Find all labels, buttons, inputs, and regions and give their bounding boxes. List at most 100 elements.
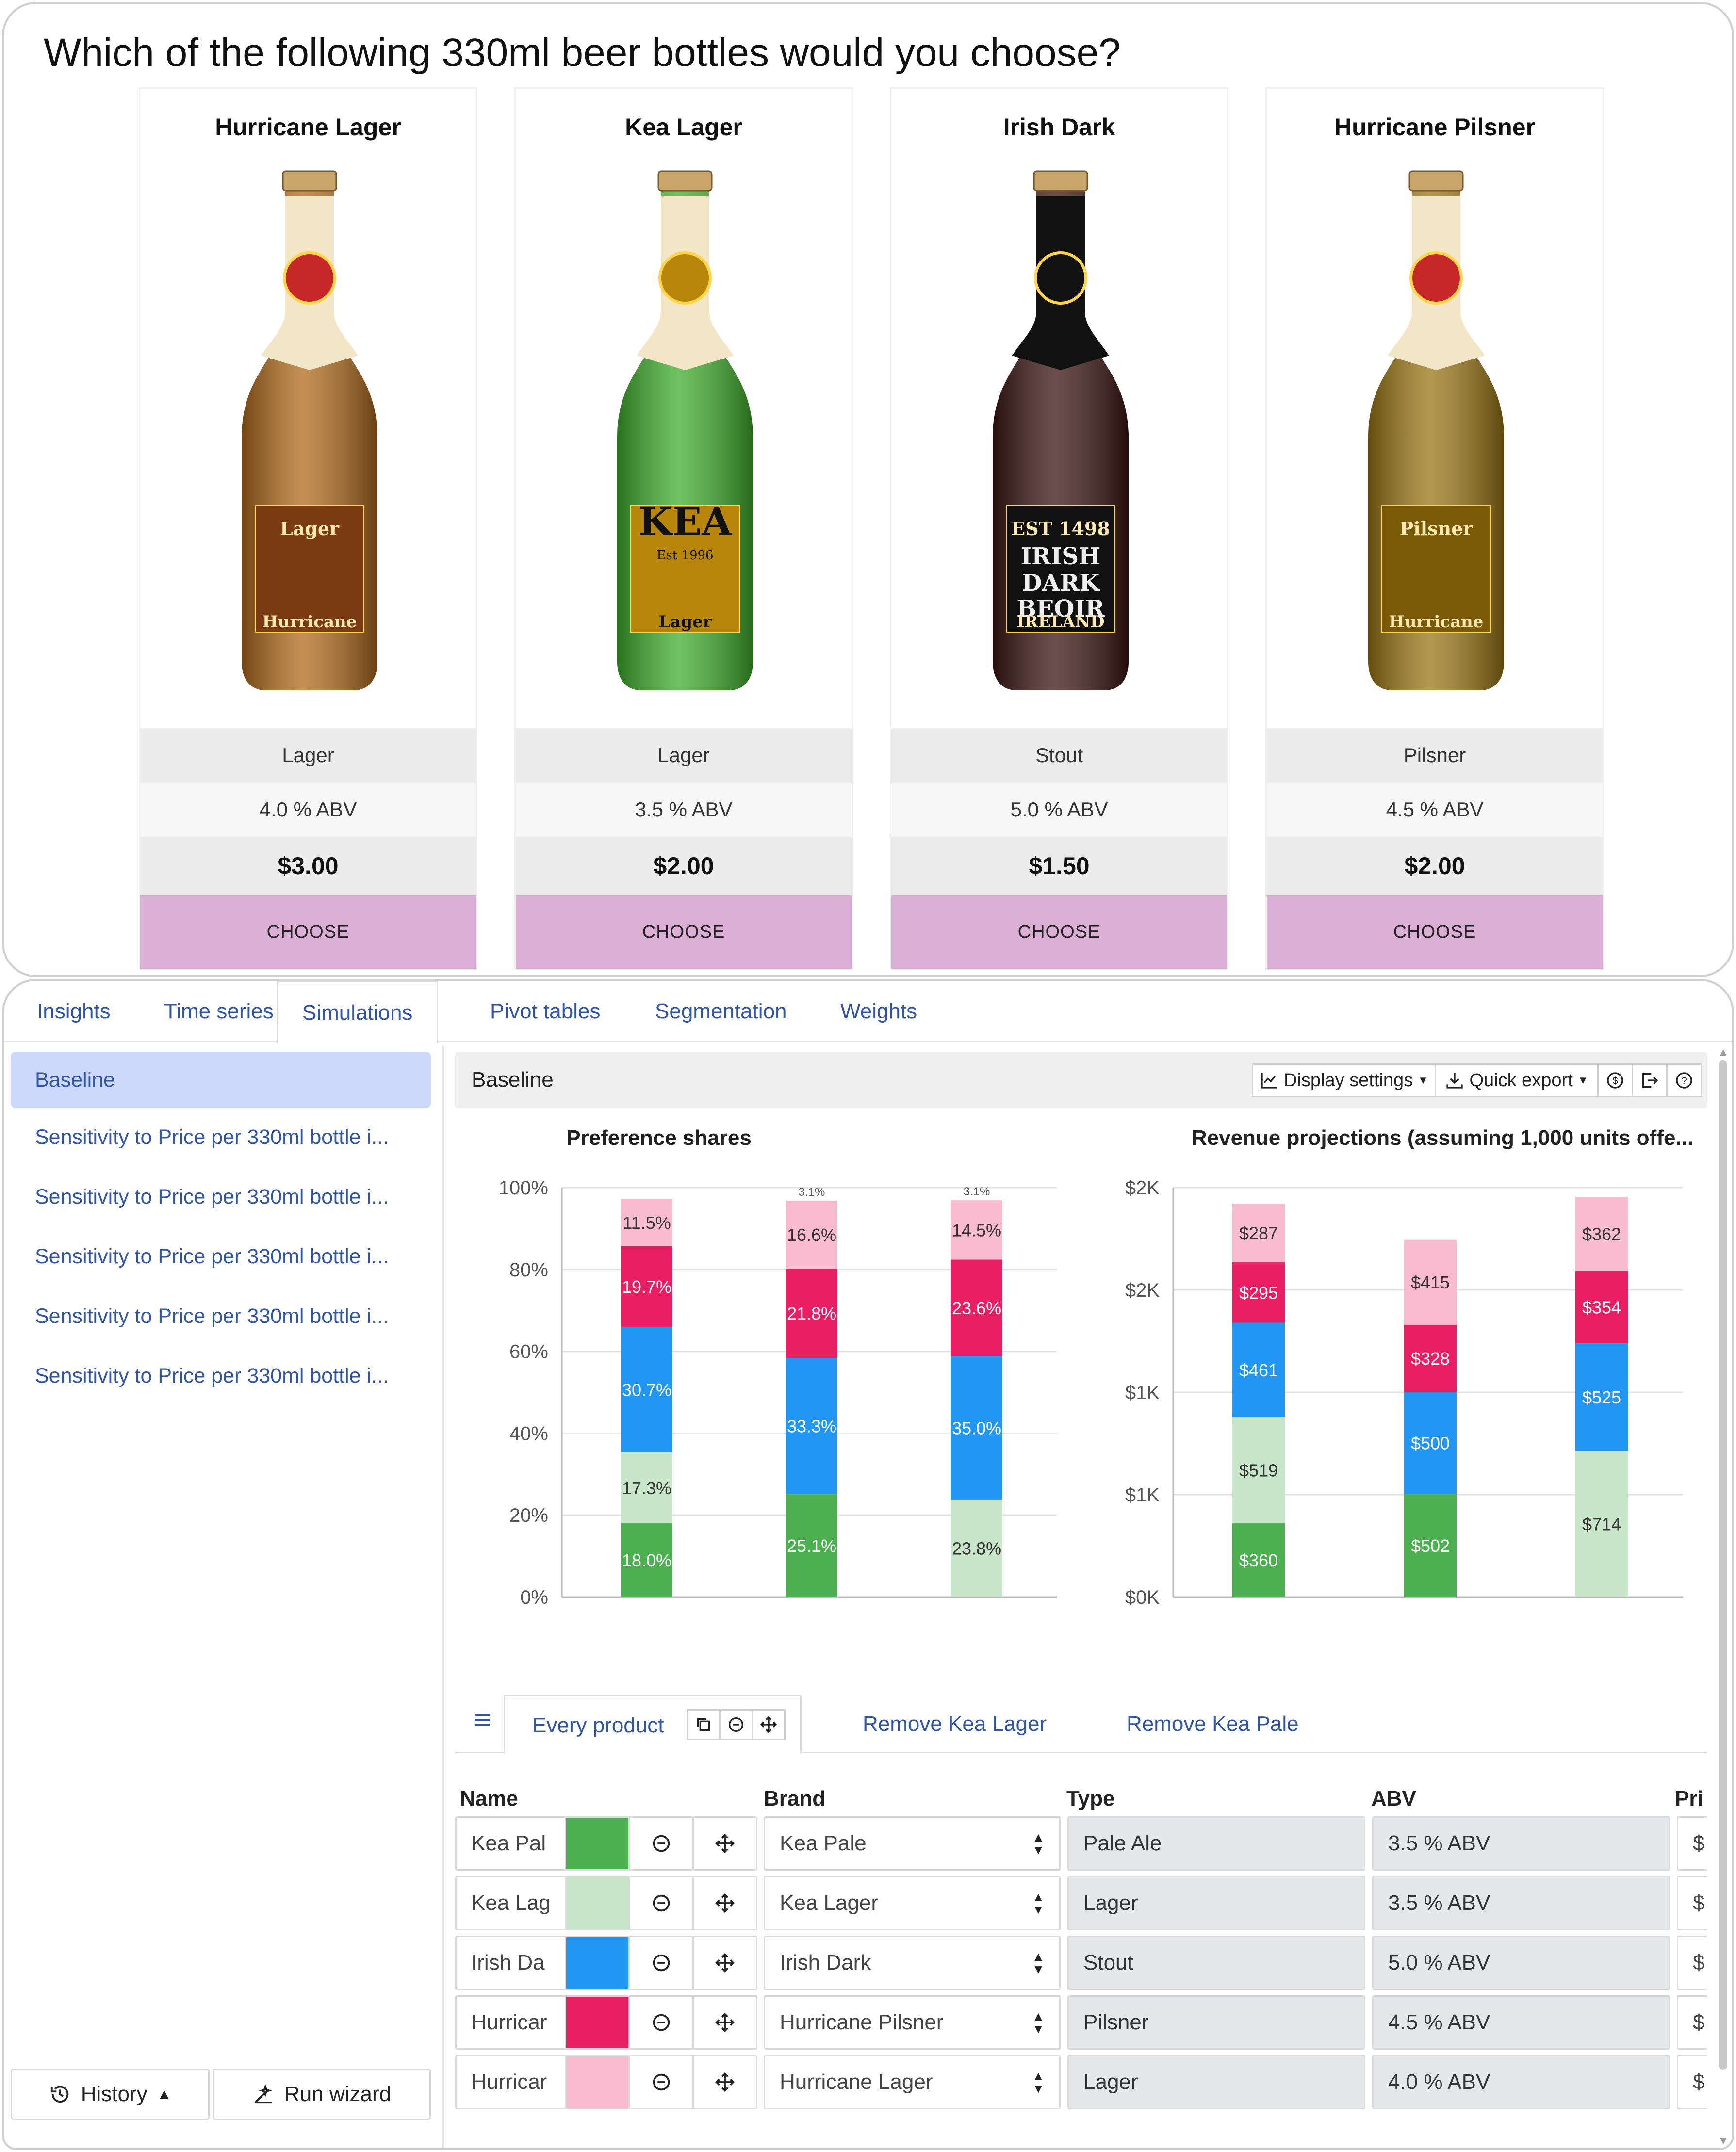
drag-handle[interactable] [692,1995,757,2050]
bar-segment[interactable] [621,1199,672,1246]
scenario-tab[interactable]: Remove Kea Pale [1127,1695,1299,1753]
color-swatch[interactable] [565,1995,630,2050]
price-input[interactable]: $ [1677,2055,1707,2109]
choose-button[interactable]: CHOOSE [140,895,476,969]
remove-product-button[interactable] [628,2055,694,2109]
bar-segment[interactable] [1232,1523,1285,1597]
price-input[interactable]: $ [1677,1876,1707,1930]
bar-segment[interactable] [786,1201,837,1269]
name-input[interactable]: Hurricar [455,2055,572,2109]
drag-handle[interactable] [692,1876,757,1930]
vertical-scrollbar[interactable]: ▲ ▼ [1717,1046,1729,2147]
name-input[interactable]: Kea Pal [455,1816,572,1871]
column-header[interactable]: Brand [764,1787,826,1810]
column-header[interactable]: ABV [1371,1787,1416,1810]
brand-select[interactable]: Hurricane Pilsner ▲ ▼ [764,1995,1061,2050]
bar-segment[interactable] [621,1523,672,1597]
remove-product-button[interactable] [628,1936,694,1990]
bar-segment[interactable] [1232,1322,1285,1418]
tab-weights[interactable]: Weights [840,999,917,1023]
tab-time-series[interactable]: Time series [164,999,274,1023]
sidebar-item-baseline[interactable]: Baseline [11,1052,431,1108]
scenario-tab[interactable]: Remove Kea Lager [863,1695,1047,1753]
color-swatch[interactable] [565,1936,630,1990]
drag-handle[interactable] [692,1936,757,1990]
bar-segment[interactable] [1232,1417,1285,1524]
bar-segment[interactable] [786,1494,837,1597]
column-header[interactable]: Pri [1675,1787,1703,1810]
scenario-tab[interactable]: Every product [504,1695,802,1755]
bar-segment[interactable] [1232,1262,1285,1323]
color-swatch[interactable] [565,2055,630,2109]
name-input[interactable]: Kea Lag [455,1876,572,1930]
bar-segment[interactable] [1575,1271,1628,1344]
help-button[interactable]: ? [1666,1063,1702,1097]
remove-product-button[interactable] [628,1876,694,1930]
sidebar-item-sensitivity[interactable]: Sensitivity to Price per 330ml bottle i.… [35,1185,389,1208]
column-header[interactable]: Type [1066,1787,1115,1810]
sidebar-item-sensitivity[interactable]: Sensitivity to Price per 330ml bottle i.… [35,1304,389,1328]
bar-segment[interactable] [1575,1343,1628,1451]
sidebar-item-sensitivity[interactable]: Sensitivity to Price per 330ml bottle i.… [35,1245,389,1268]
remove-product-button[interactable] [628,1816,694,1871]
currency-button[interactable]: $ [1597,1063,1633,1097]
main-tabs: Insights Time series Simulations Pivot tabl… [4,981,1732,1043]
tab-pivot-tables[interactable]: Pivot tables [490,999,601,1023]
tab-segmentation[interactable]: Segmentation [655,999,787,1023]
type-value: Pilsner [1067,1995,1365,2050]
bar-segment[interactable] [786,1269,837,1358]
tab-simulations[interactable]: Simulations [277,981,439,1043]
select-arrows-icon: ▲ ▼ [1032,2009,1045,2036]
bar-segment[interactable] [1575,1451,1628,1597]
display-settings-button[interactable]: Display settings ▼ [1252,1063,1436,1097]
brand-select[interactable]: Kea Lager ▲ ▼ [764,1876,1061,1930]
scroll-up-icon[interactable]: ▲ [1718,1046,1729,1058]
bar-segment[interactable] [1404,1392,1457,1495]
scroll-down-icon[interactable]: ▼ [1718,2135,1729,2147]
bar-segment[interactable] [621,1246,672,1327]
remove-product-button[interactable] [628,1995,694,2050]
remove-circle-button[interactable] [719,1709,753,1741]
choose-button[interactable]: CHOOSE [1267,895,1603,969]
sidebar-item-sensitivity[interactable]: Sensitivity to Price per 330ml bottle i.… [35,1125,389,1149]
bar-segment[interactable] [1575,1196,1628,1271]
column-header[interactable]: Name [460,1787,518,1810]
drag-handle[interactable] [692,1816,757,1871]
drag-handle[interactable] [692,2055,757,2109]
price-input[interactable]: $ [1677,1936,1707,1990]
brand-select[interactable]: Hurricane Lager ▲ ▼ [764,2055,1061,2109]
bar-segment[interactable] [1404,1494,1457,1597]
copy-button[interactable] [687,1709,721,1741]
name-input[interactable]: Irish Da [455,1936,572,1990]
data-label: 23.6% [952,1298,1001,1318]
bar-segment[interactable] [951,1200,1002,1260]
color-swatch[interactable] [565,1876,630,1930]
run-wizard-button[interactable]: Run wizard [213,2069,431,2120]
sidebar-item-sensitivity[interactable]: Sensitivity to Price per 330ml bottle i.… [35,1364,389,1387]
bar-segment[interactable] [951,1500,1002,1597]
bar-segment[interactable] [621,1452,672,1524]
quick-export-button[interactable]: Quick export ▼ [1435,1063,1599,1097]
name-input[interactable]: Hurricar [455,1995,572,2050]
choose-button[interactable]: CHOOSE [516,895,852,969]
move-button[interactable] [752,1709,786,1741]
open-external-button[interactable] [1632,1063,1668,1097]
product-name: Hurricane Pilsner [1334,114,1536,141]
menu-icon[interactable] [471,1709,494,1734]
tab-insights[interactable]: Insights [37,999,111,1023]
brand-select[interactable]: Irish Dark ▲ ▼ [764,1936,1061,1990]
price-input[interactable]: $ [1677,1995,1707,2050]
brand-select[interactable]: Kea Pale ▲ ▼ [764,1816,1061,1871]
bar-segment[interactable] [1404,1239,1457,1325]
price-input[interactable]: $ [1677,1816,1707,1871]
bar-segment[interactable] [1404,1324,1457,1392]
bar-segment[interactable] [786,1358,837,1495]
scroll-thumb[interactable] [1719,1060,1727,2070]
bar-segment[interactable] [951,1259,1002,1356]
bar-segment[interactable] [1232,1203,1285,1263]
history-button[interactable]: History ▲ [11,2069,210,2120]
bar-segment[interactable] [621,1326,672,1453]
color-swatch[interactable] [565,1816,630,1871]
choose-button[interactable]: CHOOSE [891,895,1227,969]
bar-segment[interactable] [951,1356,1002,1500]
